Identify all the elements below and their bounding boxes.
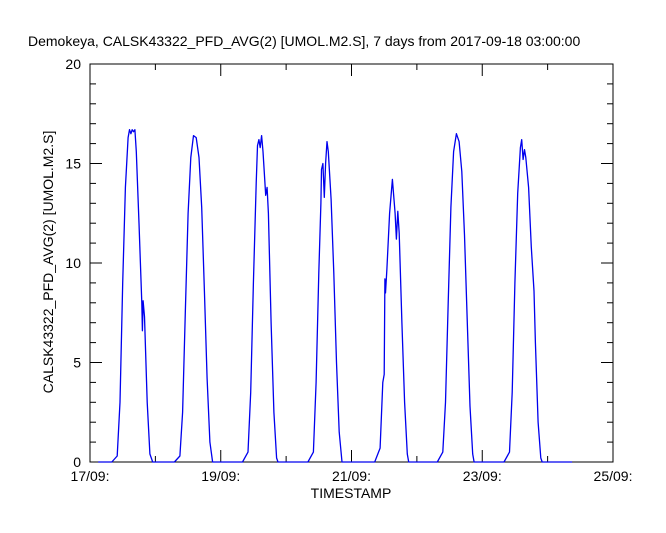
series-line: [98, 129, 573, 463]
y-tick-label: 10: [65, 255, 81, 271]
x-tick-label: 21/09:: [332, 468, 371, 484]
y-axis-label: CALSK43322_PFD_AVG(2) [UMOL.M2.S]: [40, 131, 56, 394]
x-tick-label: 25/09:: [594, 468, 633, 484]
x-axis-label: TIMESTAMP: [311, 485, 392, 501]
x-tick-label: 17/09:: [71, 468, 110, 484]
x-axis-tick-labels: 17/09: 19/09: 21/09: 23/09: 25/09:: [71, 468, 633, 484]
y-tick-label: 20: [65, 56, 81, 72]
y-tick-label: 5: [73, 355, 81, 371]
x-tick-label: 23/09:: [463, 468, 502, 484]
chart-title: Demokeya, CALSK43322_PFD_AVG(2) [UMOL.M2…: [28, 33, 580, 49]
y-tick-label: 0: [73, 454, 81, 470]
axis-ticks: [89, 63, 614, 463]
series: [98, 129, 573, 463]
x-tick-label: 19/09:: [201, 468, 240, 484]
plot-frame: [89, 63, 614, 463]
plot-area: [89, 63, 614, 463]
y-tick-label: 15: [65, 156, 81, 172]
y-axis-tick-labels: 0 5 10 15 20: [65, 56, 81, 470]
